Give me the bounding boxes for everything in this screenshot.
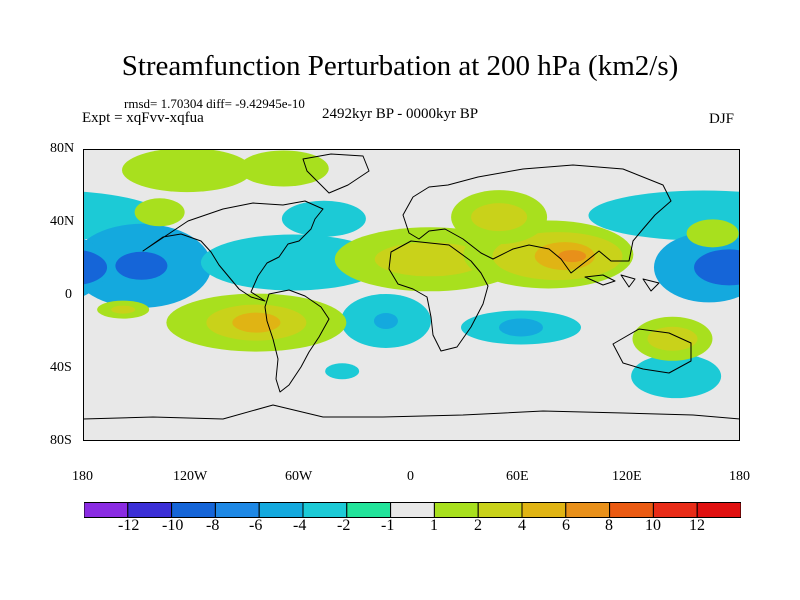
contour-blob [692,191,740,220]
coast-greenland [302,153,370,194]
colorbar-cell [171,502,216,518]
contour-fill-layer [83,149,740,399]
lat-label-80s: 80S [50,433,72,448]
colorbar-label: 12 [689,517,705,534]
colorbar-cell [433,502,479,518]
plot-title: Streamfunction Perturbation at 200 hPa (… [121,50,679,82]
contour-blob [694,249,740,286]
colorbar-cell [84,502,129,518]
lat-label-80n: 80N [50,141,75,156]
lat-label-40s: 40S [50,360,72,375]
coastlines [83,153,740,441]
contour-blob [325,363,360,380]
lon-label-180e: 180 [729,469,750,484]
colorbar-label: -1 [381,517,395,534]
colorbar-cell [214,502,260,518]
lon-label-60e: 60E [506,469,529,484]
contour-blob [115,251,168,280]
lat-label-0: 0 [65,287,72,302]
contour-blob [499,318,543,337]
coast-south-america [264,289,330,393]
colorbar-cell [258,502,304,518]
colorbar-cell [346,502,392,518]
colorbar [84,502,741,518]
contour-blob [83,198,88,214]
contour-blob [111,305,136,314]
lon-label-60w: 60W [285,469,313,484]
colorbar-cell [609,502,654,518]
lon-label-180w: 180 [72,469,93,484]
colorbar-label: -4 [293,517,307,534]
colorbar-cell [696,502,741,518]
lat-label-40n: 40N [50,214,75,229]
colorbar-cell [390,502,435,518]
contour-blob [122,149,253,193]
coast-maritime-islands [584,274,660,292]
colorbar-label: -2 [337,517,351,534]
contour-blob [238,150,329,187]
colorbar-label: 10 [645,517,661,534]
colorbar-label: 6 [562,517,570,534]
colorbar-label: -6 [249,517,263,534]
contour-blob [686,219,739,248]
colorbar-cells [84,502,741,518]
contour-blob [631,354,722,399]
colorbar-cell [127,502,173,518]
season-label: DJF [709,111,735,127]
colorbar-cell [477,502,523,518]
period-label: 2492kyr BP - 0000kyr BP [322,106,479,122]
colorbar-label: 8 [605,517,613,534]
coast-africa [388,240,489,352]
colorbar-label: 2 [474,517,482,534]
colorbar-cell [652,502,698,518]
colorbar-cell [565,502,611,518]
colorbar-label: 1 [430,517,438,534]
contour-blob [558,250,587,263]
lon-label-120e: 120E [612,469,642,484]
colorbar-cell [302,502,348,518]
experiment-label: Expt = xqFvv-xqfua [82,110,204,126]
contour-blob [373,312,398,329]
contour-blob [647,326,698,351]
colorbar-label: -8 [206,517,220,534]
colorbar-label: 4 [518,517,526,534]
coast-eurasia [402,164,672,274]
colorbar-label: -12 [118,517,140,534]
stats-line: rmsd= 1.70304 diff= -9.42945e-10 [124,96,305,111]
colorbar-cell [521,502,567,518]
streamfunction-map [83,149,740,441]
contour-blob [134,198,185,227]
contour-blob [232,312,281,333]
map-frame [83,149,740,441]
colorbar-label: -10 [162,517,184,534]
coast-australia [612,328,692,374]
contour-blob [281,200,366,237]
coast-antarctica [83,404,740,441]
contour-blob [471,203,528,232]
coast-north-america [142,200,324,302]
contour-blob [83,250,108,285]
lon-label-120w: 120W [173,469,208,484]
contour-blob [200,234,385,291]
lon-label-0: 0 [407,469,414,484]
